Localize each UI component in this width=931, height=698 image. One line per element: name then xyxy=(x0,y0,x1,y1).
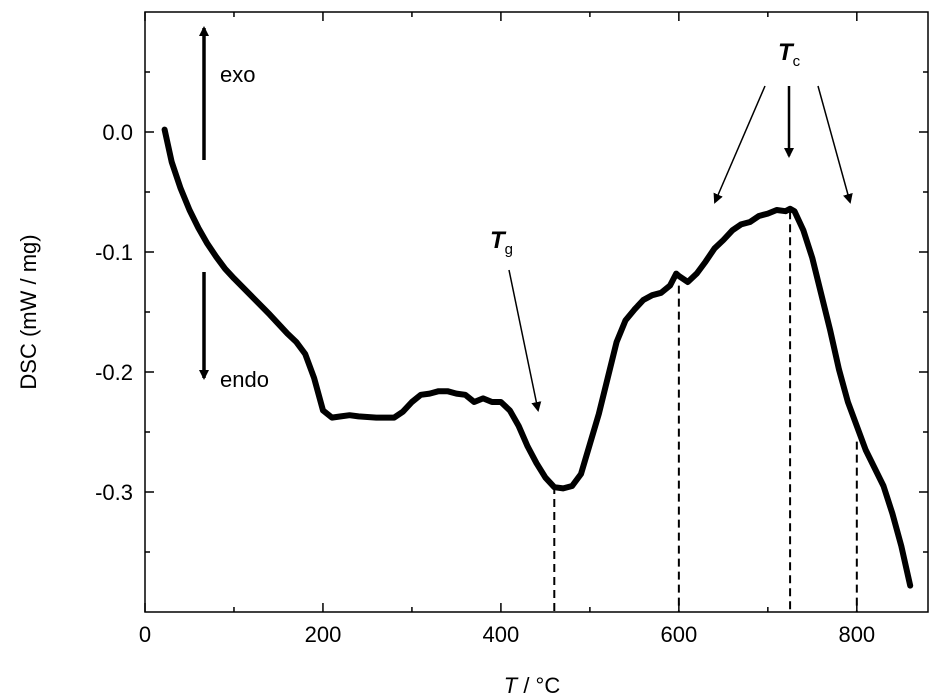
x-tick-label: 0 xyxy=(139,622,151,647)
x-axis-variable: T xyxy=(504,673,519,698)
y-tick-label: 0.0 xyxy=(102,120,133,145)
dsc-curve xyxy=(161,126,914,589)
y-axis-unit: (mW / mg) xyxy=(16,234,41,343)
tg-arrow xyxy=(508,269,542,412)
y-tick-label: -0.1 xyxy=(95,240,133,265)
exo-label: exo xyxy=(220,62,255,87)
plot-frame xyxy=(144,11,929,613)
y-axis-variable: DSC xyxy=(16,343,41,390)
tc-label: Tc xyxy=(778,39,801,70)
x-tick-label: 600 xyxy=(661,622,698,647)
dashed-markers xyxy=(553,211,858,612)
axis-tick-labels: 0 200 400 600 800 0.0 -0.1 -0.2 -0.3 xyxy=(95,120,875,647)
x-tick-label: 400 xyxy=(483,622,520,647)
tg-label: Tg xyxy=(490,227,513,258)
y-axis-title: DSC (mW / mg) xyxy=(16,234,41,389)
x-axis-unit: / °C xyxy=(517,673,560,698)
x-axis-title: T / °C xyxy=(504,673,561,698)
y-tick-label: -0.3 xyxy=(95,480,133,505)
tc-arrow-right xyxy=(817,85,853,204)
x-tick-label: 800 xyxy=(838,622,875,647)
tc-arrow-left xyxy=(713,85,766,204)
axis-ticks xyxy=(144,12,928,612)
endo-label: endo xyxy=(220,367,269,392)
y-tick-label: -0.2 xyxy=(95,360,133,385)
x-tick-label: 200 xyxy=(305,622,342,647)
